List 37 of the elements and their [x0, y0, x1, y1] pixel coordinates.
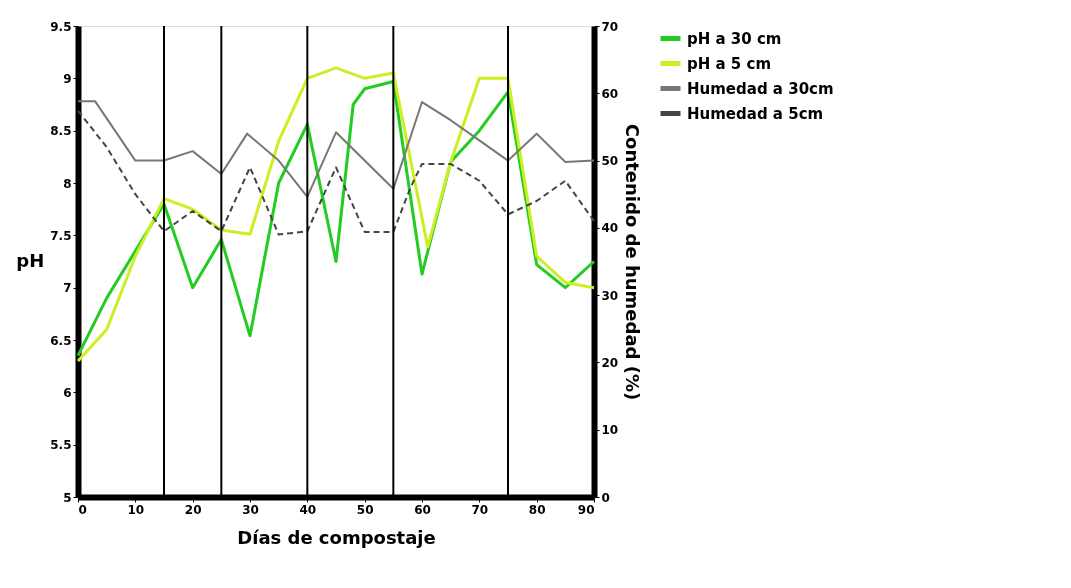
x-tick-label: 90 — [577, 502, 595, 517]
y2-tick-label: 10 — [601, 423, 619, 438]
x-axis-title: Días de compostaje — [237, 526, 436, 548]
y-tick-label: 9.5 — [50, 19, 72, 34]
x-tick-label: 50 — [356, 502, 374, 517]
x-tick-label: 60 — [414, 502, 431, 517]
x-tick-label: 40 — [299, 502, 317, 517]
y-tick-label: 7 — [63, 281, 72, 296]
legend-label: pH a 5 cm — [687, 54, 772, 73]
x-tick-label: 70 — [471, 502, 489, 517]
line-series — [77, 100, 595, 198]
line-series — [77, 109, 595, 236]
legend-label: Humedad a 30cm — [687, 79, 834, 98]
y2-tick-label: 50 — [601, 154, 619, 169]
y-axis-title: pH — [16, 250, 45, 271]
x-tick-label: 30 — [242, 502, 259, 517]
y-tick-label: 5 — [63, 490, 72, 505]
y-tick-label: 8.5 — [50, 124, 72, 139]
y-tick-label: 6 — [63, 385, 72, 400]
x-tick-label: 0 — [78, 502, 87, 517]
legend-label: pH a 30 cm — [687, 29, 782, 48]
y-tick-label: 7.5 — [50, 228, 72, 243]
y2-tick-label: 70 — [601, 19, 619, 34]
y-tick-label: 5.5 — [50, 438, 72, 453]
y-tick-label: 9 — [63, 71, 72, 86]
y-tick-label: 8 — [63, 176, 72, 191]
legend-label: Humedad a 5cm — [687, 104, 824, 123]
y2-tick-label: 40 — [601, 221, 619, 236]
y2-axis-title: Contenido de humedad (%) — [622, 123, 644, 401]
x-tick-label: 80 — [528, 502, 546, 517]
y-tick-label: 6.5 — [50, 333, 72, 348]
x-tick-label: 20 — [184, 502, 202, 517]
x-tick-label: 10 — [127, 502, 145, 517]
y2-tick-label: 30 — [601, 288, 619, 303]
y2-tick-label: 60 — [601, 86, 619, 101]
y2-tick-label: 0 — [601, 490, 610, 505]
y2-tick-label: 20 — [601, 355, 619, 370]
